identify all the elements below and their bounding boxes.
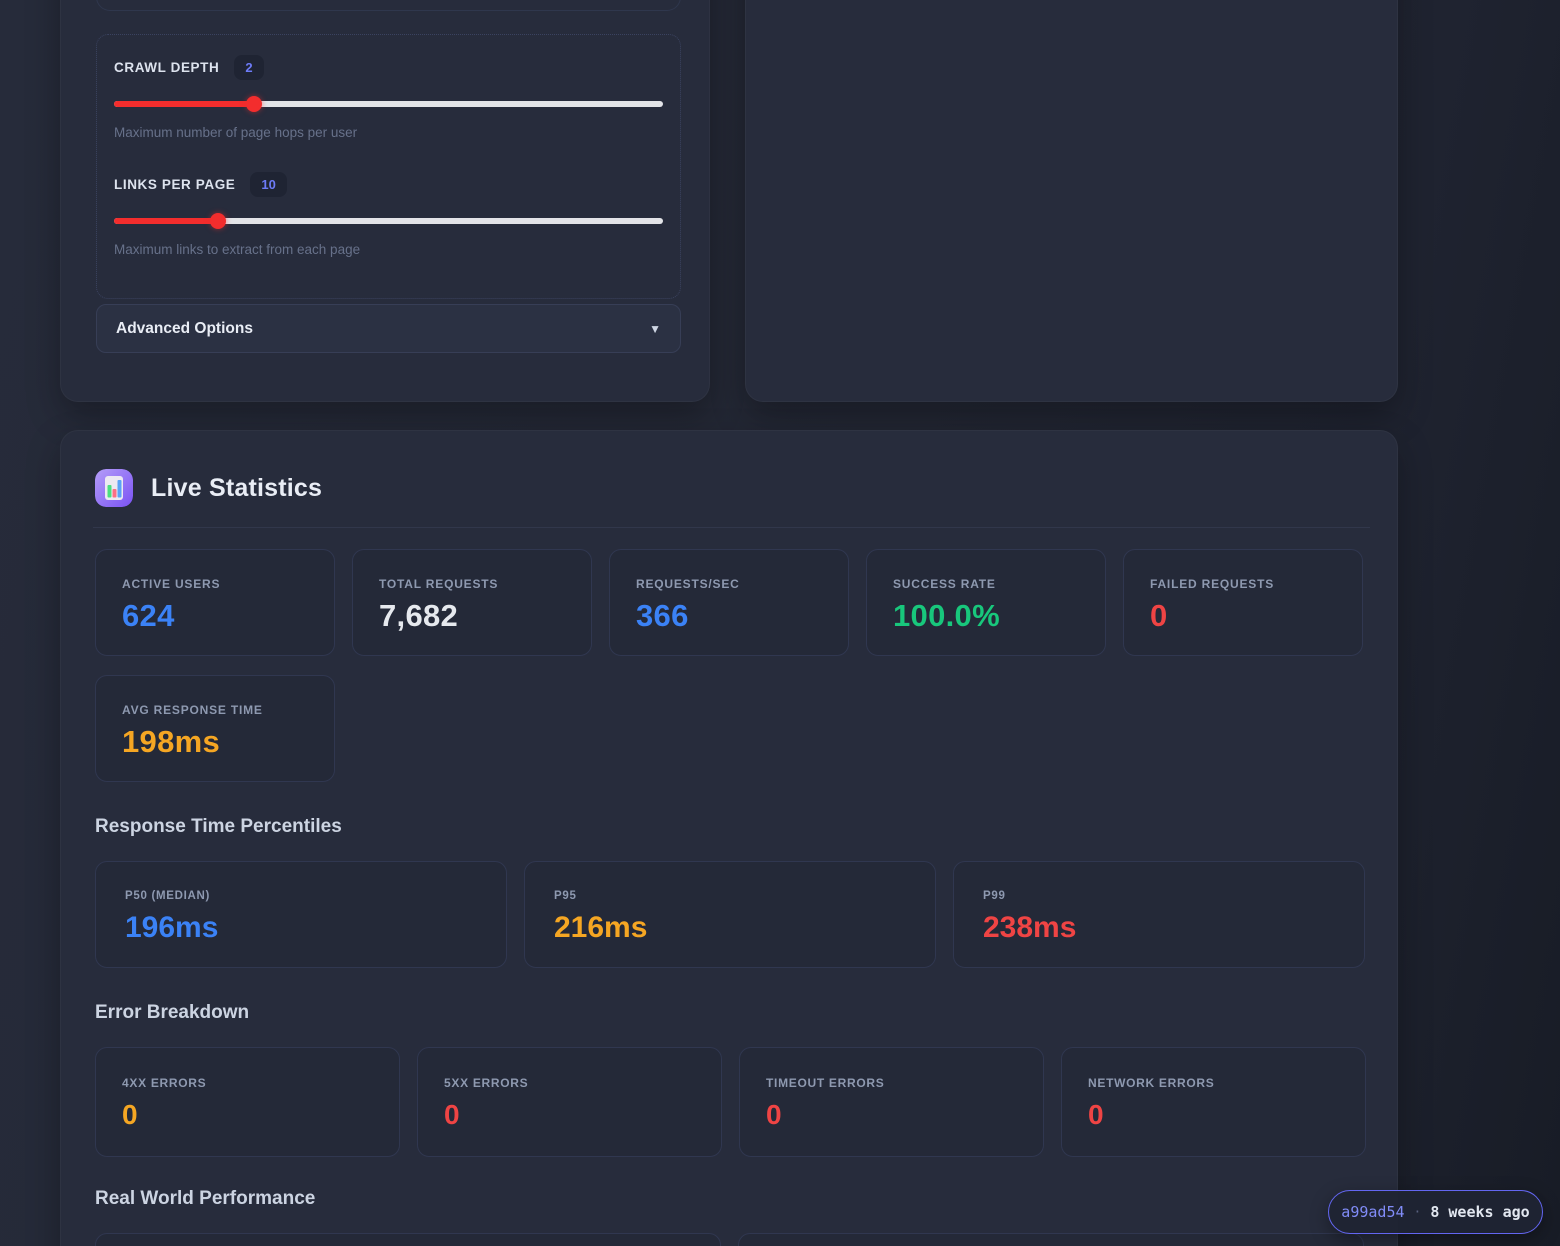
stat-card-total-requests: TOTAL REQUESTS 7,682 xyxy=(352,549,592,656)
commit-separator: · xyxy=(1413,1204,1422,1220)
config-panel: CRAWL DEPTH 2 Maximum number of page hop… xyxy=(60,0,710,402)
links-per-page-slider-fill xyxy=(114,218,219,224)
links-per-page-slider[interactable] xyxy=(114,213,663,229)
stat-label: SUCCESS RATE xyxy=(893,577,996,591)
crawl-depth-slider-track[interactable] xyxy=(114,101,663,107)
links-per-page-caption: Maximum links to extract from each page xyxy=(114,242,361,257)
preview-panel xyxy=(745,0,1398,402)
percentiles-heading: Response Time Percentiles xyxy=(95,816,342,837)
percentile-label: P95 xyxy=(554,890,577,902)
error-value: 0 xyxy=(766,1099,782,1130)
stats-panel-title: Live Statistics xyxy=(151,473,323,502)
stat-card-failed-requests: FAILED REQUESTS 0 xyxy=(1123,549,1363,656)
percentile-label: P50 (MEDIAN) xyxy=(125,890,211,902)
crawl-depth-slider-fill xyxy=(114,101,254,107)
stats-header: Live Statistics xyxy=(95,469,322,507)
links-per-page-row: LINKS PER PAGE 10 xyxy=(114,171,663,197)
links-per-page-value-badge: 10 xyxy=(250,171,287,197)
error-card-5xx: 5XX ERRORS 0 xyxy=(417,1047,722,1157)
commit-badge[interactable]: a99ad54 · 8 weeks ago xyxy=(1328,1190,1543,1234)
error-card-network: NETWORK ERRORS 0 xyxy=(1061,1047,1366,1157)
real-world-performance-heading: Real World Performance xyxy=(95,1188,316,1209)
crawl-depth-slider-thumb[interactable] xyxy=(245,96,262,112)
stats-row-1: ACTIVE USERS 624 TOTAL REQUESTS 7,682 RE… xyxy=(95,549,1363,656)
error-label: NETWORK ERRORS xyxy=(1088,1076,1215,1090)
error-breakdown-row: 4XX ERRORS 0 5XX ERRORS 0 TIMEOUT ERRORS… xyxy=(95,1047,1366,1157)
advanced-options-toggle[interactable]: Advanced Options ▼ xyxy=(96,304,681,353)
percentile-card-p95: P95 216ms xyxy=(524,861,936,968)
bar-chart-icon xyxy=(95,469,133,507)
links-per-page-label: LINKS PER PAGE xyxy=(114,176,236,192)
commit-hash[interactable]: a99ad54 xyxy=(1341,1203,1405,1221)
percentile-value: 238ms xyxy=(983,911,1077,944)
error-card-timeout: TIMEOUT ERRORS 0 xyxy=(739,1047,1044,1157)
stat-value: 366 xyxy=(636,598,689,633)
stat-label: FAILED REQUESTS xyxy=(1150,577,1275,591)
slider-group: CRAWL DEPTH 2 Maximum number of page hop… xyxy=(96,34,681,299)
stat-card-requests-per-sec: REQUESTS/SEC 366 xyxy=(609,549,849,656)
real-world-card-right xyxy=(738,1233,1364,1246)
error-card-4xx: 4XX ERRORS 0 xyxy=(95,1047,400,1157)
error-label: TIMEOUT ERRORS xyxy=(766,1076,885,1090)
percentile-card-p99: P99 238ms xyxy=(953,861,1365,968)
stats-row-2: AVG RESPONSE TIME 198ms xyxy=(95,675,335,782)
advanced-options-label: Advanced Options xyxy=(116,319,253,337)
error-breakdown-heading: Error Breakdown xyxy=(95,1002,250,1023)
stat-card-avg-response-time: AVG RESPONSE TIME 198ms xyxy=(95,675,335,782)
percentiles-row: P50 (MEDIAN) 196ms P95 216ms P99 238ms xyxy=(95,861,1365,968)
stat-label: ACTIVE USERS xyxy=(122,577,221,591)
stat-card-active-users: ACTIVE USERS 624 xyxy=(95,549,335,656)
stat-value: 7,682 xyxy=(379,598,459,633)
crawl-depth-row: CRAWL DEPTH 2 xyxy=(114,54,663,80)
crawl-depth-value-badge: 2 xyxy=(234,54,264,80)
stat-label: REQUESTS/SEC xyxy=(636,577,740,591)
percentile-label: P99 xyxy=(983,890,1006,902)
stat-value: 624 xyxy=(122,598,175,633)
percentile-value: 196ms xyxy=(125,911,219,944)
stat-label: AVG RESPONSE TIME xyxy=(122,703,263,717)
links-per-page-slider-track[interactable] xyxy=(114,218,663,224)
percentile-value: 216ms xyxy=(554,911,648,944)
crawl-depth-label: CRAWL DEPTH xyxy=(114,59,220,75)
error-label: 4XX ERRORS xyxy=(122,1076,207,1090)
live-statistics-panel: Live Statistics ACTIVE USERS 624 TOTAL R… xyxy=(60,430,1398,1246)
stat-card-success-rate: SUCCESS RATE 100.0% xyxy=(866,549,1106,656)
error-value: 0 xyxy=(444,1099,460,1130)
config-card-partial xyxy=(96,0,681,11)
commit-time: 8 weeks ago xyxy=(1430,1203,1530,1221)
stat-value: 198ms xyxy=(122,724,221,759)
percentile-card-p50: P50 (MEDIAN) 196ms xyxy=(95,861,507,968)
error-label: 5XX ERRORS xyxy=(444,1076,529,1090)
chevron-down-icon[interactable]: ▼ xyxy=(649,321,661,336)
crawl-depth-caption: Maximum number of page hops per user xyxy=(114,125,358,140)
stat-value: 100.0% xyxy=(893,598,1000,633)
real-world-row xyxy=(95,1233,1364,1246)
stat-label: TOTAL REQUESTS xyxy=(379,577,499,591)
error-value: 0 xyxy=(122,1099,138,1130)
real-world-card-left xyxy=(95,1233,721,1246)
error-value: 0 xyxy=(1088,1099,1104,1130)
header-divider xyxy=(93,527,1370,528)
links-per-page-slider-thumb[interactable] xyxy=(210,213,227,229)
crawl-depth-slider[interactable] xyxy=(114,96,663,112)
stat-value: 0 xyxy=(1150,598,1168,633)
